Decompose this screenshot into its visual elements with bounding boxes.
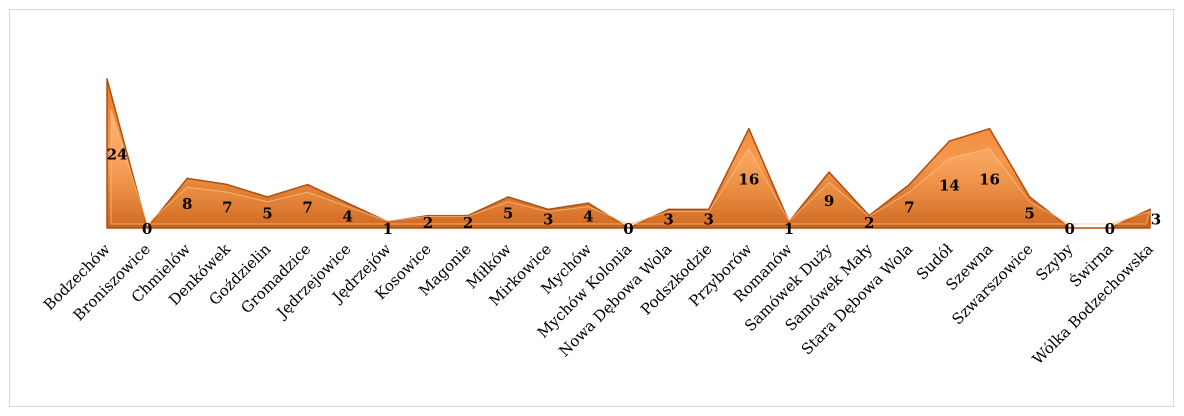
data-point [868,214,870,217]
chart-frame: 24 0 8 7 5 7 4 1 2 2 5 3 4 0 3 3 16 1 9 2 7 14 16 5 0 0 3 Bodzechó… [9,9,1174,407]
value-label: 1 [784,220,794,238]
value-label: 2 [423,214,433,232]
area-chart: 24 0 8 7 5 7 4 1 2 2 5 3 4 0 3 3 16 1 9 2 7 14 16 5 0 0 3 Bodzechó… [40,78,1162,368]
value-label: 1 [383,220,393,238]
data-point [226,183,229,186]
value-label: 3 [663,211,673,229]
data-point [627,227,630,229]
value-label: 3 [704,211,714,229]
value-label: 8 [182,195,192,213]
data-point [186,177,189,180]
area-bevel [110,109,1151,225]
data-point [948,140,951,142]
data-point [828,171,830,173]
data-point [788,220,790,223]
value-label: 5 [503,204,513,222]
data-point [387,220,389,223]
data-point [266,196,269,198]
data-point [1149,208,1151,211]
value-label: 4 [342,208,352,226]
data-point [1068,227,1071,229]
data-point [1109,227,1111,229]
value-label: 0 [623,220,633,238]
value-label: 3 [543,211,553,229]
data-point [748,127,750,130]
data-point [988,127,991,130]
value-label: 5 [262,204,272,222]
value-label: 0 [1065,220,1075,238]
data-point [547,208,550,211]
value-label: 7 [904,198,914,216]
value-label: 3 [1151,211,1161,229]
value-label: 14 [939,177,960,195]
data-point [667,208,670,211]
value-label: 2 [463,214,473,232]
data-point [306,183,309,186]
value-label: 0 [142,220,152,238]
value-label: 4 [583,208,593,226]
value-label: 16 [738,170,759,188]
data-point [1028,196,1031,198]
value-label: 0 [1105,220,1115,238]
category-labels: BodzechówBroniszowiceChmielówDenkówekGoź… [40,239,1157,368]
data-point [427,214,429,217]
data-point [707,208,710,211]
data-point [587,202,590,204]
value-label: 9 [824,192,834,210]
value-label: 7 [222,198,232,216]
value-label: 24 [107,146,128,164]
data-point [908,183,911,186]
value-label: 16 [979,170,1000,188]
value-label: 2 [864,214,874,232]
data-point [106,78,108,80]
value-label: 7 [302,198,312,216]
value-label: 5 [1024,204,1034,222]
data-point [146,227,148,229]
value-labels: 24 0 8 7 5 7 4 1 2 2 5 3 4 0 3 3 16 1 9 2 7 14 16 5 0 0 3 [107,146,1162,239]
area-layer [106,78,1151,229]
data-point [346,202,349,204]
data-point [507,196,509,198]
data-point [467,214,469,217]
